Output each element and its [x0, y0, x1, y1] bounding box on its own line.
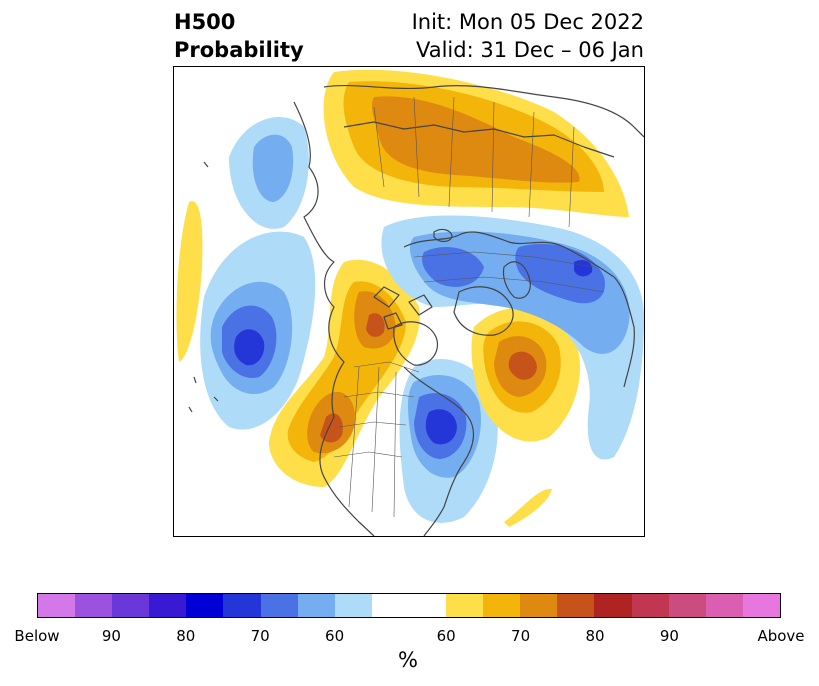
coast-east-na — [403, 366, 474, 536]
colorbar-tick-label: 60 — [325, 627, 345, 645]
colorbar-segment — [557, 594, 595, 617]
coast-west-pacific — [188, 161, 219, 413]
colorbar-segment — [408, 594, 447, 617]
colorbar-segment — [223, 594, 261, 617]
colorbar-segment — [260, 594, 298, 617]
title-variable: H500 — [174, 10, 236, 34]
chart-title-left: H500 Probability — [174, 8, 304, 64]
probability-map — [176, 69, 644, 536]
colorbar-segment — [594, 594, 632, 617]
coast-arctic-islands — [373, 286, 433, 330]
colorbar-unit-label: % — [398, 648, 418, 672]
colorbar-tick-label: Below — [14, 627, 60, 645]
map-panel — [173, 66, 645, 537]
colorbar-segment — [149, 594, 187, 617]
colorbar-segment — [112, 594, 150, 617]
anomaly-above-north — [323, 69, 629, 218]
colorbar-tick-label: 60 — [436, 627, 456, 645]
coast-hudson-bay — [393, 321, 438, 366]
colorbar-segment — [75, 594, 113, 617]
colorbar-segment — [38, 594, 76, 617]
coastlines — [188, 84, 644, 536]
colorbar-ticks: Below 90 80 70 60 60 70 80 90 Above — [0, 627, 819, 647]
chart-title-right: Init: Mon 05 Dec 2022 Valid: 31 Dec – 06… — [412, 8, 644, 64]
colorbar-segment — [297, 594, 335, 617]
coast-north-america — [293, 101, 375, 536]
colorbar-segment — [520, 594, 558, 617]
anomaly-below-northwest — [229, 117, 309, 229]
title-init-date: Init: Mon 05 Dec 2022 — [411, 10, 644, 34]
colorbar-segment — [631, 594, 669, 617]
colorbar-segment — [742, 594, 780, 617]
anomaly-below-europe — [381, 215, 644, 460]
coast-iceland — [433, 228, 453, 243]
coast-greenland — [453, 286, 514, 336]
title-valid-range: Valid: 31 Dec – 06 Jan — [415, 38, 644, 62]
anomaly-below-pacific — [200, 231, 316, 430]
coast-russia-interior — [343, 121, 615, 158]
political-boundaries — [333, 96, 605, 518]
colorbar-tick-label: 90 — [659, 627, 679, 645]
anomaly-above-atlantic — [471, 307, 580, 442]
colorbar-tick-label: 90 — [101, 627, 121, 645]
colorbar-segment — [705, 594, 743, 617]
colorbar-tick-label: 70 — [511, 627, 531, 645]
colorbar-tick-label: 80 — [176, 627, 196, 645]
colorbar-segment — [186, 594, 224, 617]
title-product: Probability — [174, 38, 304, 62]
colorbar-segment — [446, 594, 484, 617]
colorbar-tick-label: Above — [757, 627, 805, 645]
colorbar-tick-label: 70 — [250, 627, 270, 645]
anomaly-above-southeast — [504, 488, 552, 527]
colorbar-segment — [371, 594, 409, 617]
coast-scandinavia — [502, 261, 531, 299]
colorbar-tick-label: 80 — [585, 627, 605, 645]
anomaly-above-western-na — [269, 259, 420, 487]
colorbar — [37, 593, 781, 618]
coast-europe — [403, 231, 635, 388]
colorbar-segment — [668, 594, 706, 617]
colorbar-segment — [334, 594, 372, 617]
anomaly-below-eastern-na — [399, 358, 498, 523]
colorbar-segment — [483, 594, 521, 617]
coast-asia — [323, 84, 644, 138]
anomaly-above-west-sliver — [176, 201, 203, 362]
